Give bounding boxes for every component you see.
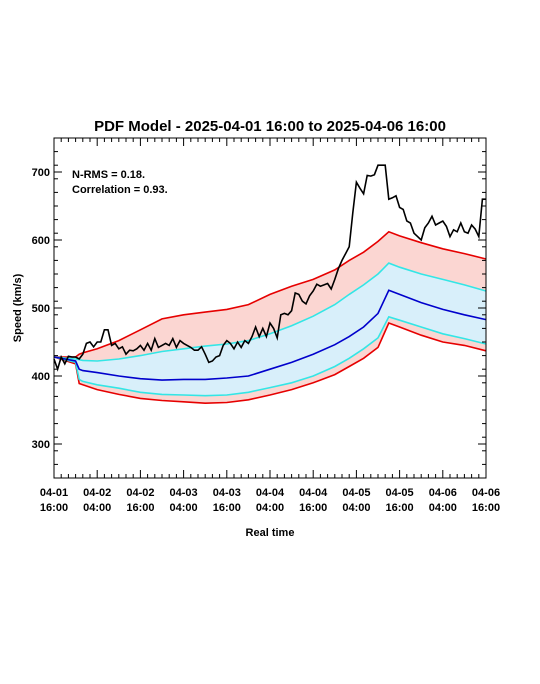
inner-lower-line (53, 315, 487, 397)
y-tick-label: 300 (32, 439, 50, 451)
y-tick-label: 500 (32, 303, 50, 315)
x-tick-label: 04-03 (170, 487, 198, 499)
x-tick-label: 04-04 (256, 487, 285, 499)
x-tick-label: 16:00 (472, 502, 500, 514)
median-line (53, 289, 487, 381)
x-axis-label: Real time (246, 527, 295, 539)
x-tick-label: 04:00 (83, 502, 111, 514)
x-tick-label: 04-02 (83, 487, 111, 499)
x-tick-label: 04:00 (256, 502, 284, 514)
x-tick-label: 04:00 (170, 502, 198, 514)
x-tick-label: 16:00 (213, 502, 241, 514)
x-tick-label: 04-06 (429, 487, 457, 499)
y-axis: 300 400 500 600 700 (32, 137, 486, 479)
observed-line (53, 164, 486, 372)
x-tick-label: 04-06 (472, 487, 500, 499)
x-axis: 04-01 16:00 04-02 04:00 04-02 16:00 04-03 04:00… (40, 138, 500, 514)
x-tick-label: 04-04 (299, 487, 328, 499)
x-tick-label: 16:00 (299, 502, 327, 514)
inner-upper-line (53, 262, 487, 362)
x-tick-label: 16:00 (126, 502, 154, 514)
plot-area (53, 164, 487, 405)
x-tick-label: 04:00 (429, 502, 457, 514)
outer-upper-line (54, 230, 487, 358)
y-tick-label: 600 (32, 235, 50, 247)
y-tick-label: 700 (32, 167, 50, 179)
chart-title: PDF Model - 2025-04-01 16:00 to 2025-04-… (94, 118, 446, 135)
x-tick-label: 16:00 (40, 502, 68, 514)
y-tick-label: 400 (32, 371, 50, 383)
x-tick-label: 04-03 (213, 487, 241, 499)
correlation-annotation: Correlation = 0.93. (72, 184, 168, 196)
x-tick-label: 16:00 (386, 502, 414, 514)
x-tick-label: 04:00 (342, 502, 370, 514)
outer-lower-line (53, 321, 487, 405)
x-tick-label: 04-05 (342, 487, 370, 499)
inner-band-fill (54, 263, 486, 396)
x-tick-label: 04-01 (40, 487, 68, 499)
y-axis-label: Speed (km/s) (12, 273, 24, 342)
x-tick-label: 04-02 (126, 487, 154, 499)
nrms-annotation: N-RMS = 0.18. (72, 169, 145, 181)
x-tick-label: 04-05 (386, 487, 414, 499)
